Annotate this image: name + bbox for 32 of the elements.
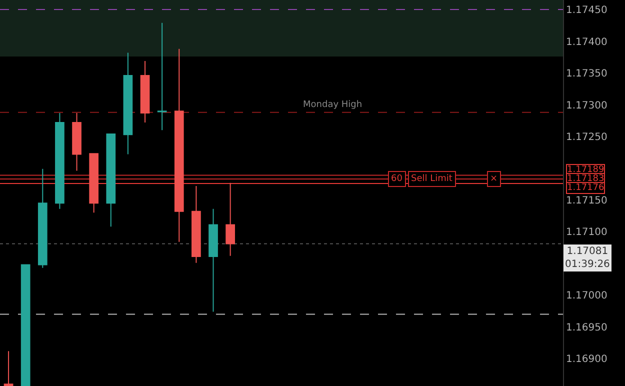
ref-line-label: 1.17176 — [567, 183, 604, 193]
candlestick — [174, 48, 184, 242]
candlestick — [4, 350, 14, 386]
ref-line-label: 1.17189 — [567, 165, 604, 175]
y-tick-label: 1.17250 — [566, 132, 608, 143]
candlestick — [140, 60, 150, 124]
y-tick-label: 1.17300 — [566, 100, 608, 112]
candlestick — [226, 182, 235, 256]
candlestick — [192, 186, 201, 264]
annotation: 60 — [391, 174, 403, 184]
candlestick — [55, 112, 64, 210]
y-tick-label: 1.17400 — [566, 36, 608, 48]
annotation: Sell Limit — [411, 174, 453, 184]
y-tick-label: 1.16900 — [566, 354, 608, 366]
y-tick-label: 1.17000 — [566, 290, 608, 302]
candlestick — [89, 153, 99, 214]
y-tick-label: 1.16950 — [566, 322, 608, 334]
y-tick-label: 1.17150 — [566, 195, 608, 206]
candlestick — [123, 52, 133, 155]
ref-line-label: Monday High — [303, 100, 362, 110]
y-tick-label: 1.17350 — [566, 68, 608, 80]
candlestick — [72, 112, 82, 172]
ref-line-label: 1.17183 — [567, 174, 604, 184]
candlestick — [20, 264, 30, 386]
candlestick — [157, 22, 167, 131]
annotation: × — [490, 174, 498, 184]
y-tick-label: 1.17100 — [566, 227, 608, 238]
candlestick — [208, 208, 218, 312]
ref-line-label: 1.17081 01:39:26 — [565, 246, 610, 270]
y-tick-label: 1.17450 — [566, 5, 608, 16]
candlestick — [106, 133, 116, 228]
candlestick — [38, 168, 48, 268]
